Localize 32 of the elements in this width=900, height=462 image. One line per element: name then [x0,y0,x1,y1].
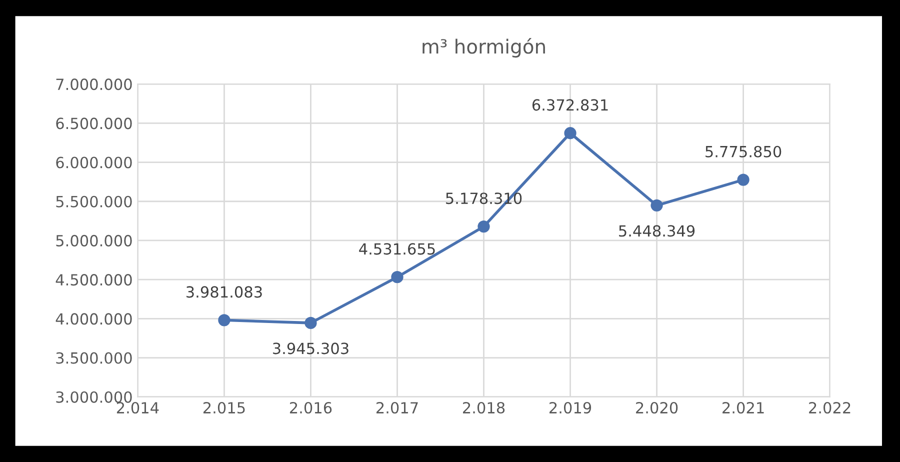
data-label: 5.448.349 [619,225,695,237]
x-tick-label: 2.019 [550,402,592,414]
y-tick-label: 6.000.000 [56,156,132,168]
point [737,174,750,186]
x-tick-label: 2.017 [376,402,418,414]
point [304,316,317,330]
point [564,127,576,140]
x-tick-label: 2.014 [116,402,159,414]
y-tick-label: 4.000.000 [56,313,132,325]
y-tick-label: 7.000.000 [56,78,132,90]
x-tick-label: 2.018 [463,402,505,414]
y-tick-label: 6.500.000 [56,118,132,130]
x-tick-label: 2.021 [722,402,764,414]
point [478,220,490,233]
data-label: 4.531.655 [359,243,435,255]
y-tick-label: 3.500.000 [56,352,132,364]
data-label: 3.981.083 [186,286,262,298]
data-label: 6.372.831 [532,99,608,111]
x-tick-label: 2.015 [203,402,245,414]
x-tick-label: 2.016 [290,402,332,414]
point [650,199,663,212]
y-tick-label: 4.500.000 [56,274,132,286]
y-tick-label: 3.000.000 [56,391,132,403]
y-tick-label: 5.500.000 [56,196,132,208]
data-label: 5.775.850 [706,146,782,158]
point [218,314,230,326]
x-tick-label: 2.022 [809,402,850,414]
chart-title: m³ hormigón [422,38,545,58]
data-label: 3.945.303 [273,342,348,354]
x-tick-label: 2.020 [636,402,678,414]
y-tick-label: 5.000.000 [56,234,132,246]
point [391,271,404,284]
